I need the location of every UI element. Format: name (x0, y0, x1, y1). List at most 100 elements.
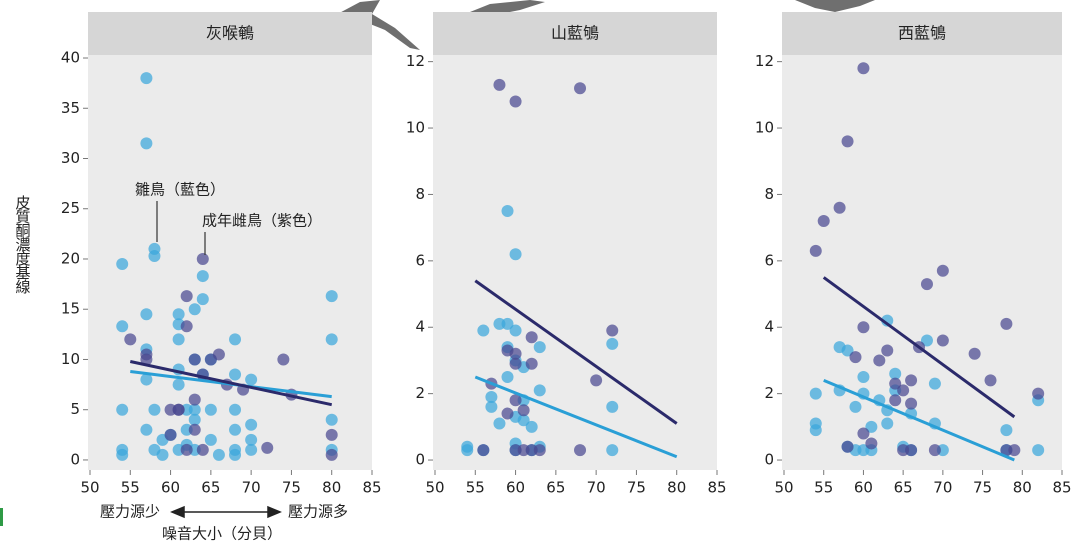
y-tick-label: 40 (61, 49, 80, 67)
regression-line (474, 279, 678, 425)
x-tick-label: 70 (242, 479, 261, 497)
data-point (857, 444, 870, 457)
x-tick-label: 85 (362, 479, 381, 497)
x-low-label: 壓力源少 (100, 503, 160, 521)
x-tick-label: 60 (854, 479, 873, 497)
data-point (857, 371, 870, 384)
data-point (188, 393, 201, 406)
data-point (477, 324, 490, 337)
y-tick-label: 8 (764, 185, 774, 203)
data-point (196, 293, 209, 306)
data-point (517, 444, 530, 457)
x-tick-label: 70 (933, 479, 952, 497)
y-tick-label: 10 (755, 119, 774, 137)
data-point (841, 135, 854, 148)
data-point (245, 443, 258, 456)
data-point (865, 437, 878, 450)
y-tick-label: 0 (70, 450, 80, 468)
data-point (889, 394, 902, 407)
data-point (325, 428, 338, 441)
data-point (140, 423, 153, 436)
data-point (936, 264, 949, 277)
data-point (212, 448, 225, 461)
data-point (229, 448, 242, 461)
data-point (1000, 424, 1013, 437)
annotation: 成年雌鳥（紫色） (202, 212, 322, 230)
data-point (533, 341, 546, 354)
data-point (180, 443, 193, 456)
data-point (905, 444, 918, 457)
data-point (833, 201, 846, 214)
y-tick-label: 4 (764, 318, 774, 336)
x-high-label: 壓力源多 (288, 503, 348, 521)
data-point (229, 368, 242, 381)
data-point (881, 417, 894, 430)
data-point (325, 448, 338, 461)
data-point (196, 252, 209, 265)
data-point (188, 413, 201, 426)
y-tick-label: 15 (61, 300, 80, 318)
data-point (172, 308, 185, 321)
data-point (140, 373, 153, 386)
x-tick-label: 55 (814, 479, 833, 497)
data-point (533, 444, 546, 457)
y-tick-label: 10 (61, 350, 80, 368)
data-point (212, 348, 225, 361)
plot-background (782, 55, 1062, 470)
bird (795, 0, 875, 12)
x-tick-label: 55 (121, 479, 140, 497)
data-point (261, 441, 274, 454)
x-tick-label: 50 (774, 479, 793, 497)
data-point (245, 418, 258, 431)
y-tick-label: 6 (415, 251, 425, 269)
data-point (148, 249, 161, 262)
data-point (809, 424, 822, 437)
data-point (865, 420, 878, 433)
data-point (509, 324, 522, 337)
x-tick-label: 50 (80, 479, 99, 497)
data-point (325, 413, 338, 426)
data-point (204, 433, 217, 446)
data-point (984, 374, 997, 387)
data-point (501, 407, 514, 420)
data-point (928, 444, 941, 457)
data-point (968, 347, 981, 360)
edge-mark (0, 508, 3, 526)
x-tick-label: 70 (587, 479, 606, 497)
data-point (841, 440, 854, 453)
data-point (889, 367, 902, 380)
data-point (517, 404, 530, 417)
data-point (809, 387, 822, 400)
data-point (188, 403, 201, 416)
data-point (857, 427, 870, 440)
data-point (477, 444, 490, 457)
y-tick-label: 8 (415, 185, 425, 203)
x-tick-label: 65 (201, 479, 220, 497)
data-point (881, 314, 894, 327)
data-point (1008, 444, 1021, 457)
y-tick-label: 0 (764, 451, 774, 469)
panel-header (433, 12, 717, 55)
data-point (196, 270, 209, 283)
data-point (606, 400, 619, 413)
panel-header (88, 12, 372, 55)
data-point (140, 353, 153, 366)
data-point (493, 78, 506, 91)
data-point (116, 403, 129, 416)
x-tick-label: 75 (627, 479, 646, 497)
x-tick-label: 55 (466, 479, 485, 497)
y-tick-label: 20 (61, 249, 80, 267)
data-point (325, 290, 338, 303)
data-point (849, 351, 862, 364)
x-tick-label: 65 (894, 479, 913, 497)
data-point (881, 344, 894, 357)
data-point (229, 333, 242, 346)
data-point (928, 377, 941, 390)
data-point (140, 137, 153, 150)
panel-header (782, 12, 1062, 55)
data-point (501, 371, 514, 384)
data-point (1032, 444, 1045, 457)
x-tick-label: 60 (506, 479, 525, 497)
regression-line (823, 378, 1015, 462)
